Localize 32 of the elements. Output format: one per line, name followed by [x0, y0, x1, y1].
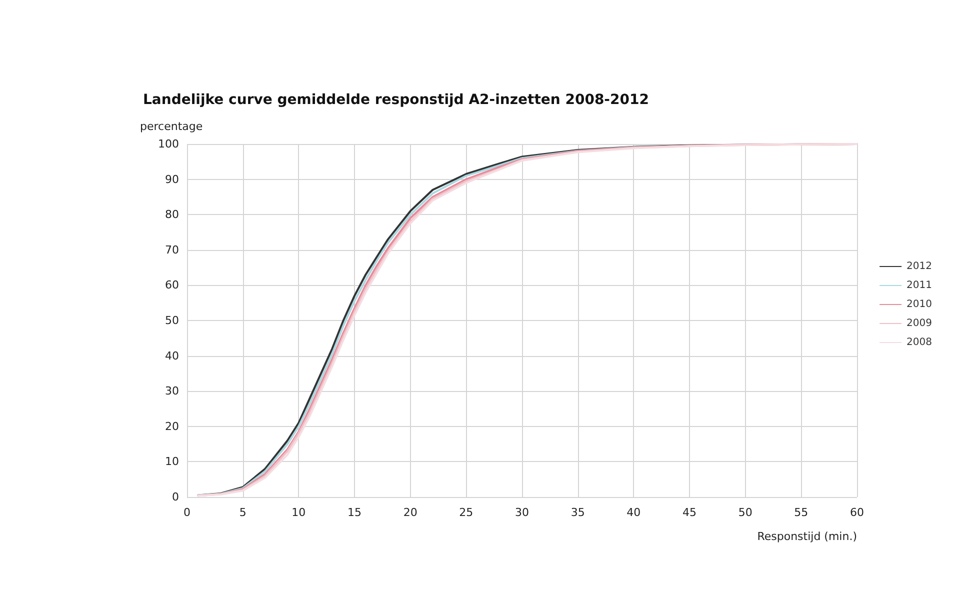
x-tick-label: 45: [682, 506, 696, 519]
legend-label: 2010: [906, 299, 932, 310]
x-tick-label: 15: [348, 506, 362, 519]
y-tick-label: 10: [165, 455, 179, 468]
x-tick-label: 20: [403, 506, 418, 519]
y-tick-label: 70: [165, 243, 179, 256]
x-tick-label: 25: [459, 506, 474, 519]
x-tick-label: 10: [292, 506, 306, 519]
y-tick-label: 60: [165, 278, 179, 292]
legend-label: 2011: [906, 280, 932, 291]
x-tick-label: 50: [738, 506, 752, 519]
legend-label: 2008: [906, 337, 932, 348]
chart-title: Landelijke curve gemiddelde responstijd A2-inzetten 2008-2012: [143, 92, 649, 108]
y-tick-label: 0: [172, 490, 179, 504]
x-tick-label: 60: [850, 506, 864, 519]
x-tick-label: 0: [184, 506, 190, 519]
x-axis-title: Responstijd (min.): [757, 530, 857, 543]
y-tick-label: 30: [165, 384, 179, 398]
y-tick-label: 100: [158, 138, 179, 150]
legend-label: 2012: [906, 261, 932, 272]
y-tick-label: 50: [165, 314, 179, 327]
y-tick-label: 90: [165, 172, 179, 186]
y-axis-title: percentage: [140, 120, 203, 133]
legend-label: 2009: [906, 318, 932, 329]
y-tick-label: 40: [165, 349, 179, 362]
x-tick-label: 40: [626, 506, 641, 519]
y-tick-label: 20: [165, 420, 179, 433]
x-tick-label: 35: [570, 506, 585, 519]
y-tick-label: 80: [165, 208, 179, 222]
x-tick-label: 30: [515, 506, 529, 519]
x-tick-label: 55: [794, 506, 808, 519]
x-tick-label: 5: [239, 506, 246, 519]
